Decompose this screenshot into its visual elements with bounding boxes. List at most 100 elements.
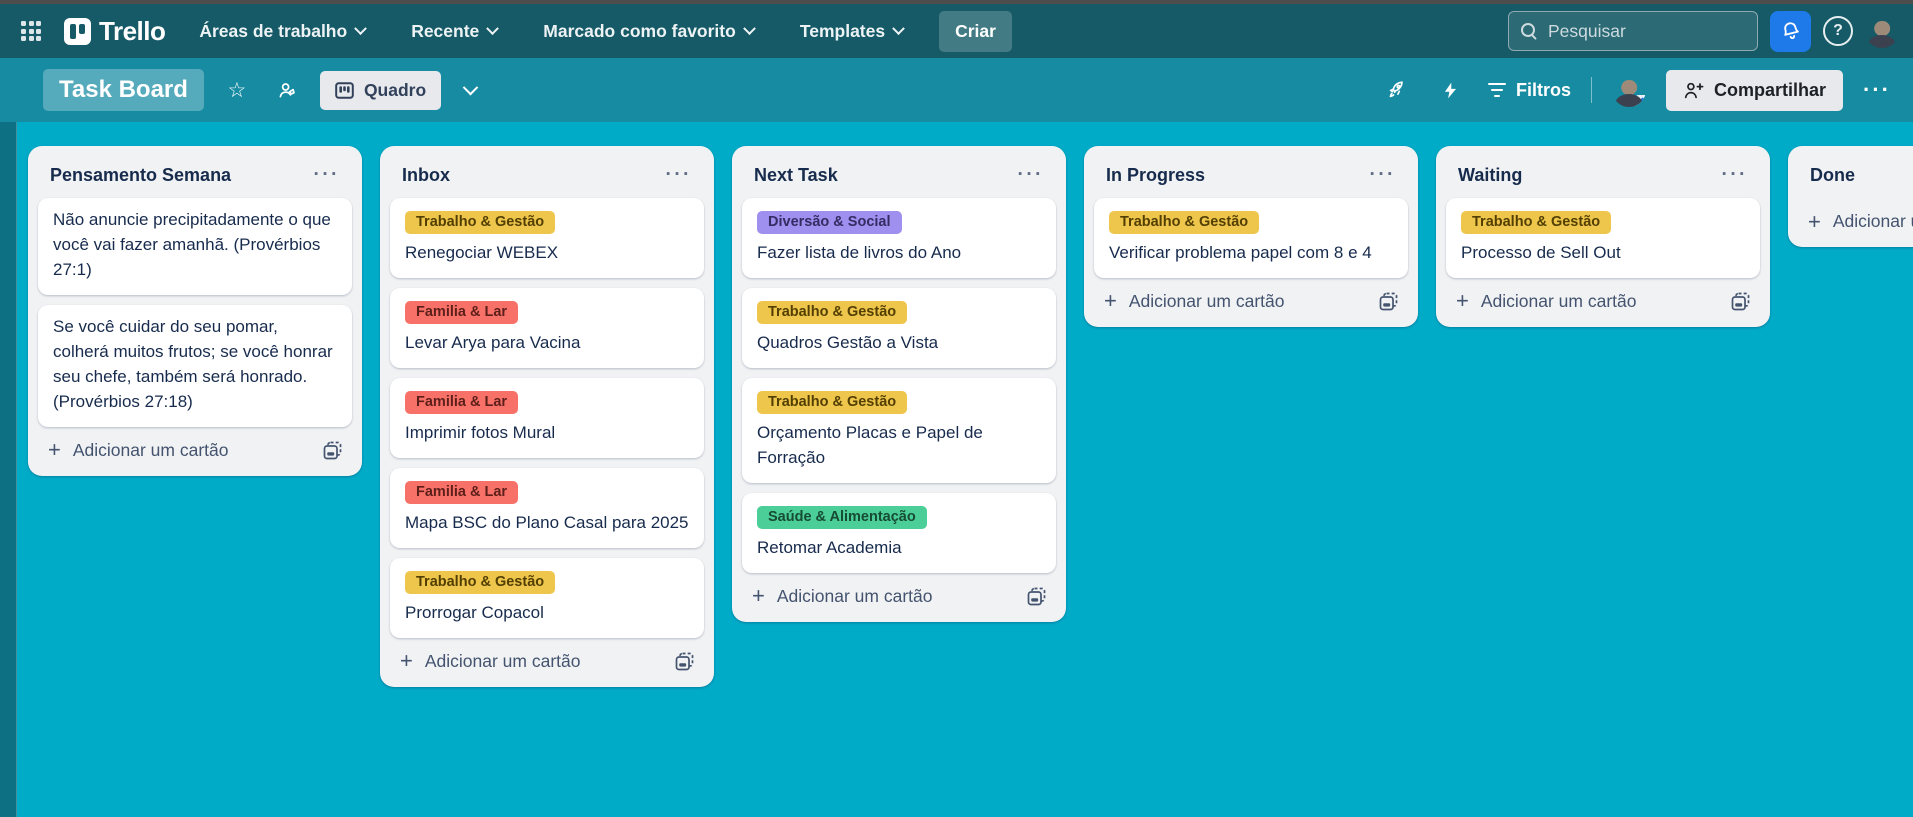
card-title: Renegociar WEBEX [405,243,559,262]
card[interactable]: Trabalho & Gestão Orçamento Placas e Pap… [742,377,1056,483]
window-edge-strip [0,0,1913,4]
card-label[interactable]: Trabalho & Gestão [757,300,908,324]
card-template-icon [675,652,694,671]
lists-container: Pensamento Semana ··· Não anuncie precip… [0,122,1913,707]
card[interactable]: Familia & Lar Mapa BSC do Plano Casal pa… [390,467,704,548]
card-title: Mapa BSC do Plano Casal para 2025 [405,512,689,532]
add-card-label: Adicionar um cartão [424,650,581,671]
card-title: Orçamento Placas e Papel de Forração [757,422,983,467]
create-from-template-button[interactable] [673,650,696,673]
card[interactable]: Trabalho & Gestão Quadros Gestão a Vista [742,287,1056,368]
nav-right: ? [1508,10,1899,52]
add-card-button[interactable]: + Adicionar um cartão [752,585,933,607]
list-title[interactable]: Next Task [754,164,838,185]
card-title: Imprimir fotos Mural [405,422,556,442]
list-header: Inbox ··· [390,156,704,198]
share-button[interactable]: Compartilhar [1665,69,1844,111]
add-card-button[interactable]: + Adicionar um cartão [400,650,581,672]
list-menu-button[interactable]: ··· [662,164,696,186]
card[interactable]: Trabalho & Gestão Renegociar WEBEX [390,198,704,278]
card-label[interactable]: Trabalho & Gestão [1109,211,1260,234]
card-template-icon [1027,587,1046,606]
card-title: Retomar Academia [757,537,902,557]
card[interactable]: Trabalho & Gestão Prorrogar Copacol [390,557,704,638]
add-card-label: Adicionar um cartão [1480,290,1637,311]
header-divider [1590,77,1592,103]
card-template-icon [1731,292,1750,311]
add-card-button[interactable]: + Adicionar um cartão [1808,208,1913,234]
search-input[interactable] [1548,20,1745,42]
search-box[interactable] [1508,11,1758,51]
list-footer: + Adicionar um cartão [1094,278,1408,317]
card[interactable]: Trabalho & Gestão Verificar problema pap… [1094,198,1408,278]
card-label[interactable]: Familia & Lar [405,300,519,324]
user-avatar[interactable] [1865,14,1899,48]
card-label[interactable]: Familia & Lar [405,390,519,414]
card-stack: Trabalho & Gestão Renegociar WEBEX Famil… [390,198,704,638]
person-plus-icon [1684,82,1704,98]
board-view-switcher[interactable]: Quadro [319,70,442,110]
nav-menu-item[interactable]: Recente [411,20,500,42]
board-menu-button[interactable]: ··· [1863,77,1891,102]
list-title[interactable]: Inbox [402,164,450,185]
power-ups-button[interactable] [1380,73,1414,107]
board-header: Task Board ☆ Quadro [0,58,1913,122]
card[interactable]: Familia & Lar Levar Arya para Vacina [390,287,704,368]
card-label[interactable]: Trabalho & Gestão [757,390,908,414]
card-label[interactable]: Saúde & Alimentação [757,505,927,529]
list-title[interactable]: Pensamento Semana [50,164,232,185]
help-icon: ? [1833,22,1843,39]
card[interactable]: Se você cuidar do seu pomar, colherá mui… [38,304,352,427]
star-board-button[interactable]: ☆ [220,73,254,107]
list-menu-button[interactable]: ··· [1366,164,1400,186]
list-menu-button[interactable]: ··· [310,164,344,186]
card-title: Fazer lista de livros do Ano [757,243,962,262]
create-button[interactable]: Criar [939,10,1012,52]
card-template-icon [1379,292,1398,311]
card-label[interactable]: Trabalho & Gestão [1461,211,1612,234]
add-card-button[interactable]: + Adicionar um cartão [1456,290,1637,312]
add-card-button[interactable]: + Adicionar um cartão [1104,290,1285,312]
nav-menu-item[interactable]: Áreas de trabalho [199,20,368,42]
list-footer: + Adicionar um cartão [1798,198,1913,237]
list-title[interactable]: In Progress [1106,164,1206,185]
nav-menu-item-label: Recente [411,20,480,41]
card[interactable]: Não anuncie precipitadamente o que você … [38,198,352,295]
card-label[interactable]: Diversão & Social [757,211,902,234]
notifications-button[interactable] [1770,10,1811,52]
list-menu-button[interactable]: ··· [1014,164,1048,186]
list-title[interactable]: Done [1810,164,1855,185]
add-card-button[interactable]: + Adicionar um cartão [48,439,229,461]
app-switcher-icon[interactable] [14,14,48,48]
list: Waiting ··· Trabalho & Gestão Processo d… [1436,146,1770,327]
card-label[interactable]: Trabalho & Gestão [405,211,556,234]
filters-button[interactable]: Filtros [1487,80,1571,101]
create-from-template-button[interactable] [1025,585,1048,608]
help-button[interactable]: ? [1823,16,1853,46]
list-title[interactable]: Waiting [1458,164,1523,185]
plus-icon: + [1808,208,1821,234]
card[interactable]: Diversão & Social Fazer lista de livros … [742,198,1056,278]
nav-menu-item[interactable]: Marcado como favorito [543,21,756,42]
board-visibility-button[interactable] [270,73,304,107]
trello-logo[interactable]: Trello [56,12,173,51]
card[interactable]: Saúde & Alimentação Retomar Academia [742,492,1056,573]
create-from-template-button[interactable] [1377,290,1400,313]
board-member-avatar[interactable] [1612,73,1646,107]
card-label[interactable]: Familia & Lar [405,480,519,504]
create-from-template-button[interactable] [1729,290,1752,313]
automation-button[interactable] [1434,73,1468,107]
card[interactable]: Familia & Lar Imprimir fotos Mural [390,377,704,458]
nav-menu-item[interactable]: Templates [800,21,905,42]
collapsed-sidebar[interactable]: › [0,122,17,817]
view-dropdown-chevron[interactable] [457,79,483,96]
board-title[interactable]: Task Board [43,69,204,111]
card-label[interactable]: Trabalho & Gestão [405,570,556,594]
card[interactable]: Trabalho & Gestão Processo de Sell Out [1446,198,1760,278]
list-footer: + Adicionar um cartão [1446,278,1760,317]
list-menu-button[interactable]: ··· [1718,164,1752,186]
create-from-template-button[interactable] [321,439,344,462]
nav-menu-item-label: Áreas de trabalho [199,20,348,41]
list: Inbox ··· Trabalho & Gestão Renegociar W… [380,146,714,687]
